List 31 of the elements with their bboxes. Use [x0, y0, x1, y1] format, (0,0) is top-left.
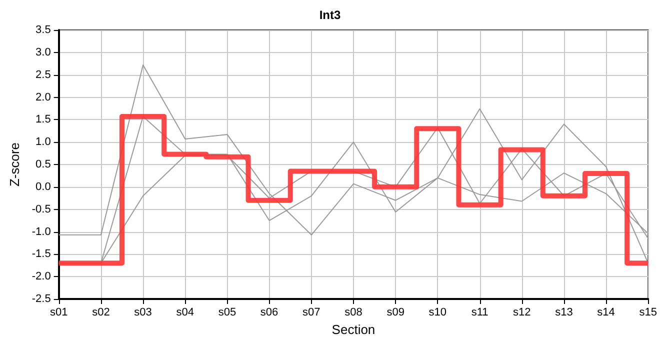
chart-title: Int3	[319, 8, 341, 22]
x-tick-label: s02	[92, 306, 110, 318]
x-tick-label: s12	[512, 306, 531, 318]
x-tick-label: s14	[597, 306, 615, 318]
x-tick-label: s04	[176, 306, 194, 318]
y-tick-label: -1.0	[32, 226, 51, 238]
y-tick-label: -2.0	[32, 270, 51, 283]
y-tick-label: 3.0	[36, 46, 51, 58]
y-tick-label: 1.0	[36, 136, 51, 148]
x-tick-label: s01	[50, 306, 68, 318]
x-tick-label: s07	[302, 306, 320, 318]
x-tick-label: s09	[386, 306, 404, 318]
y-tick-label: 0.5	[36, 158, 51, 170]
x-axis-title: Section	[332, 322, 376, 337]
x-tick-label: s06	[260, 306, 278, 318]
x-tick-label: s05	[218, 306, 236, 318]
x-tick-label: s13	[555, 306, 573, 318]
y-tick-label: -0.5	[32, 203, 51, 216]
x-tick-label: s03	[134, 306, 152, 318]
y-axis-title: Z-score	[7, 142, 22, 187]
y-tick-label: 0.0	[36, 180, 51, 193]
y-tick-label: 3.5	[36, 24, 51, 36]
y-tick-label: 1.5	[36, 114, 51, 126]
y-tick-label: 2.5	[36, 68, 51, 81]
x-tick-label: s10	[428, 306, 447, 318]
y-tick-label: -2.5	[32, 293, 51, 305]
x-tick-label: s15	[639, 306, 658, 318]
y-tick-label: -1.5	[32, 248, 51, 260]
x-tick-label: s11	[471, 306, 488, 318]
x-tick-label: s08	[344, 306, 362, 318]
y-tick-label: 2.0	[36, 91, 51, 104]
